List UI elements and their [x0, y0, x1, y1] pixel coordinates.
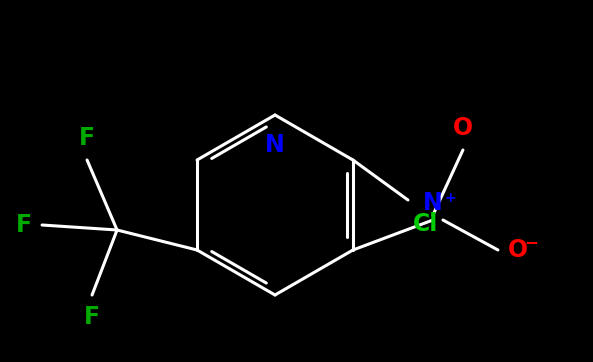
Text: N: N — [265, 133, 285, 157]
Text: F: F — [16, 213, 32, 237]
Text: O: O — [508, 238, 528, 262]
Text: +: + — [445, 191, 457, 205]
Text: F: F — [84, 305, 100, 329]
Text: O: O — [453, 116, 473, 140]
Text: N: N — [423, 191, 443, 215]
Text: Cl: Cl — [413, 212, 438, 236]
Text: F: F — [79, 126, 95, 150]
Text: −: − — [524, 233, 538, 251]
